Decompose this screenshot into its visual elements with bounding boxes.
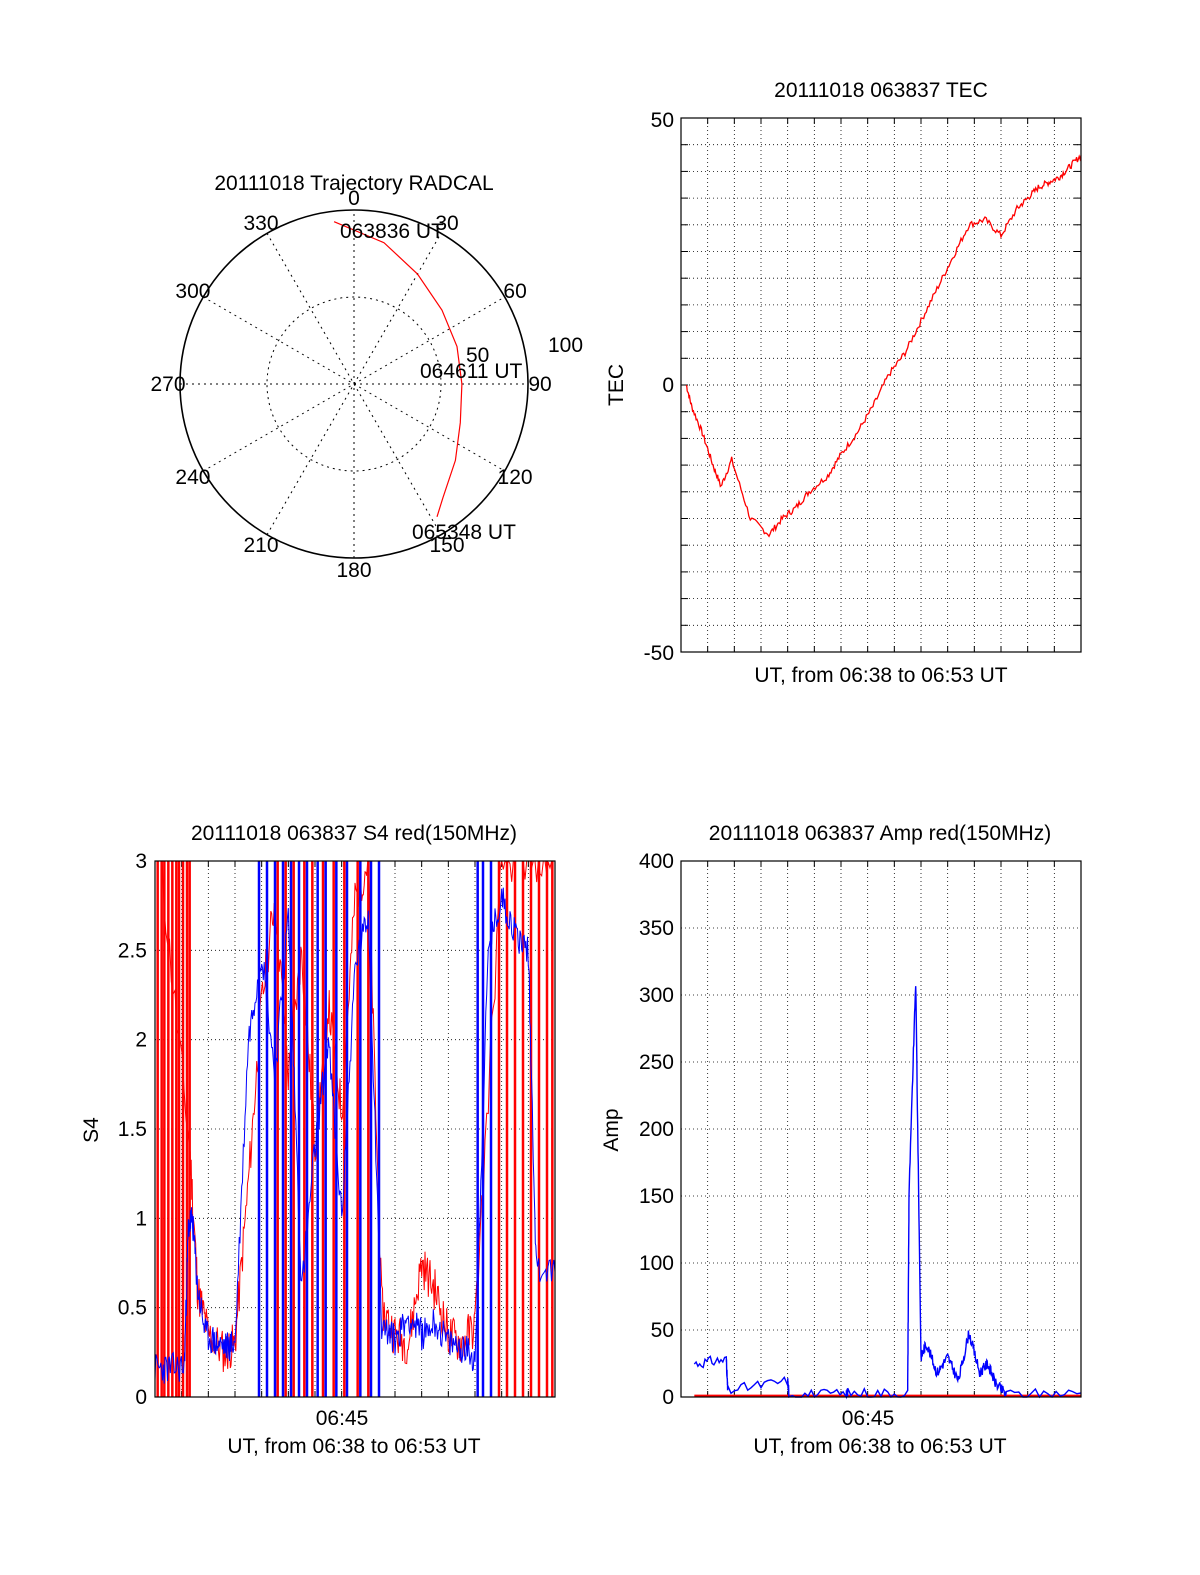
s4-frame bbox=[154, 860, 556, 1398]
polar-azimuth-label: 150 bbox=[429, 534, 464, 557]
tec-ytick-50: 50 bbox=[651, 109, 674, 132]
s4-blue-series bbox=[154, 861, 556, 1397]
amp-yticks: 0 50 100 150 200 250 300 350 400 bbox=[639, 850, 674, 1409]
tec-ytick-0: 0 bbox=[662, 374, 674, 397]
polar-azimuth-label: 90 bbox=[528, 373, 551, 396]
tec-ylabel: TEC bbox=[605, 364, 628, 406]
trajectory-track bbox=[333, 221, 463, 517]
amp-ytick-label: 50 bbox=[651, 1319, 674, 1342]
s4-title: 20111018 063837 S4 red(150MHz) bbox=[191, 822, 517, 845]
polar-spoke bbox=[266, 233, 442, 535]
trajectory-end-label: 065348 UT bbox=[412, 521, 516, 544]
s4-ytick-label: 1.5 bbox=[118, 1118, 147, 1141]
amp-title: 20111018 063837 Amp red(150MHz) bbox=[709, 822, 1051, 845]
amp-grid bbox=[681, 861, 1081, 1397]
s4-ytick-label: 1 bbox=[135, 1207, 147, 1230]
polar-azimuth-label: 60 bbox=[503, 280, 526, 303]
s4-yticks: 0 0.5 1 1.5 2 2.5 3 bbox=[118, 850, 147, 1409]
amp-ytick-label: 100 bbox=[639, 1252, 674, 1275]
s4-series-line bbox=[154, 887, 556, 1384]
s4-ytick-label: 0 bbox=[135, 1386, 147, 1409]
polar-azimuth-label: 120 bbox=[498, 466, 533, 489]
trajectory-mid-label: 064611 UT bbox=[420, 360, 523, 383]
amp-ytick-label: 200 bbox=[639, 1118, 674, 1141]
amp-frame bbox=[680, 860, 1082, 1398]
trajectory-panel: 20111018 Trajectory RADCAL 0 30 60 90 120 150… bbox=[150, 172, 583, 582]
polar-grid bbox=[180, 210, 528, 558]
amp-ytick-label: 300 bbox=[639, 984, 674, 1007]
tec-ytick-minus50: -50 bbox=[644, 642, 674, 665]
s4-grid bbox=[155, 861, 555, 1397]
s4-ytick-label: 0.5 bbox=[118, 1297, 147, 1320]
polar-ring-label-100: 100 bbox=[548, 334, 583, 357]
trajectory-title: 20111018 Trajectory RADCAL bbox=[214, 172, 493, 195]
polar-outer-ring bbox=[179, 209, 529, 559]
tec-xlabel: UT, from 06:38 to 06:53 UT bbox=[754, 664, 1007, 687]
polar-azimuth-labels: 0 30 60 90 120 150 180 210 240 270 300 330 bbox=[150, 187, 551, 582]
amp-xtick-0645: 06:45 bbox=[842, 1407, 895, 1430]
amp-ytick-label: 350 bbox=[639, 917, 674, 940]
s4-panel: 20111018 063837 S4 red(150MHz) 0 0.5 1 1.5 2… bbox=[80, 822, 556, 1458]
tec-series-line bbox=[685, 154, 1082, 538]
polar-azimuth-label: 0 bbox=[348, 187, 360, 210]
tec-frame bbox=[680, 117, 1082, 653]
amp-ytick-label: 150 bbox=[639, 1185, 674, 1208]
polar-azimuth-label: 300 bbox=[175, 280, 210, 303]
amp-ytick-label: 400 bbox=[639, 850, 674, 873]
polar-azimuth-label: 330 bbox=[243, 212, 278, 235]
s4-xlabel: UT, from 06:38 to 06:53 UT bbox=[227, 1435, 480, 1458]
amp-ytick-label: 250 bbox=[639, 1051, 674, 1074]
polar-azimuth-label: 180 bbox=[336, 559, 371, 582]
polar-azimuth-label: 30 bbox=[435, 212, 458, 235]
polar-azimuth-label: 210 bbox=[243, 534, 278, 557]
polar-azimuth-label: 240 bbox=[175, 466, 210, 489]
polar-ring-label-50: 50 bbox=[466, 344, 489, 367]
s4-red-series bbox=[156, 859, 555, 1397]
s4-series-line bbox=[160, 859, 555, 1373]
s4-ytick-label: 2.5 bbox=[118, 939, 147, 962]
amp-panel: 20111018 063837 Amp red(150MHz) 0 50 100 15… bbox=[600, 822, 1082, 1458]
s4-xtick-0645: 06:45 bbox=[316, 1407, 369, 1430]
tec-panel: 20111018 063837 TEC 50 0 -50 TEC UT, fro… bbox=[605, 79, 1082, 687]
amp-blue-series bbox=[693, 986, 1082, 1400]
amp-ytick-label: 0 bbox=[662, 1386, 674, 1409]
tec-grid bbox=[681, 118, 1081, 652]
s4-ytick-label: 2 bbox=[135, 1029, 147, 1052]
polar-azimuth-label: 270 bbox=[150, 373, 185, 396]
s4-ytick-label: 3 bbox=[135, 850, 147, 873]
s4-ylabel: S4 bbox=[80, 1117, 103, 1143]
amp-ylabel: Amp bbox=[600, 1108, 623, 1151]
trajectory-start-label: 063836 UT bbox=[340, 220, 444, 243]
tec-title: 20111018 063837 TEC bbox=[774, 79, 988, 102]
polar-ring-50 bbox=[266, 296, 442, 472]
amp-xlabel: UT, from 06:38 to 06:53 UT bbox=[753, 1435, 1006, 1458]
